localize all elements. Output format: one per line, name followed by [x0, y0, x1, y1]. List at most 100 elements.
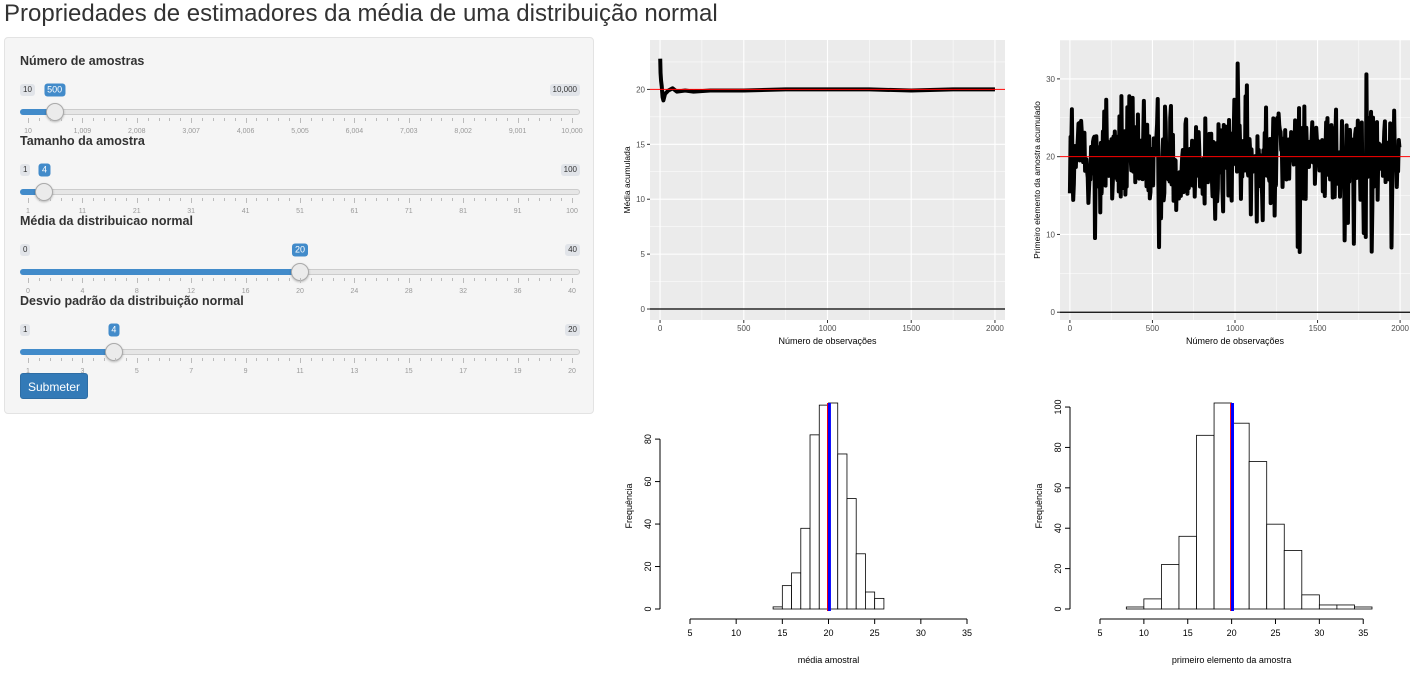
- slider-tick: [82, 358, 84, 363]
- plot-media-acumulada: 0 5 10 15 20 0 500 1000 1500 2000 Número de observ…: [622, 40, 1005, 346]
- slider-value-label: 20: [291, 243, 309, 257]
- slider-value-label: 4: [38, 163, 50, 177]
- slider-tick: [136, 358, 138, 363]
- slider-minor-tick: [495, 118, 497, 121]
- slider-minor-tick: [115, 358, 117, 361]
- slider-minor-tick: [49, 278, 51, 281]
- slider-handle[interactable]: [104, 343, 123, 361]
- slider-min-label: 1: [20, 324, 31, 336]
- slider-handle[interactable]: [45, 103, 64, 121]
- slider-minor-tick: [397, 198, 399, 201]
- slider-tick: [408, 278, 410, 283]
- slider-minor-tick: [495, 198, 497, 201]
- slider-minor-tick: [441, 198, 443, 201]
- y-tick-label: 60: [643, 477, 653, 487]
- x-tick-label: 10: [731, 628, 741, 638]
- slider-minor-tick: [212, 358, 214, 361]
- slider-minor-tick: [550, 198, 552, 201]
- slider-minor-tick: [223, 198, 225, 201]
- slider-minor-tick: [495, 278, 497, 281]
- slider-tick-label: 4: [80, 288, 85, 295]
- slider-tick: [517, 118, 519, 123]
- slider-minor-tick: [376, 358, 378, 361]
- histogram-bar: [1125, 606, 1145, 610]
- slider-tick: [245, 278, 247, 283]
- slider-label: Número de amostras: [20, 54, 145, 68]
- y-tick-label: 80: [1053, 442, 1063, 452]
- slider-tick-label: 11: [296, 368, 304, 375]
- slider-minor-tick: [60, 358, 62, 361]
- slider-tick-label: 12: [187, 288, 196, 295]
- slider-minor-tick: [158, 278, 160, 281]
- x-tick-label: 35: [962, 628, 972, 638]
- slider-tick: [463, 278, 465, 283]
- slider-minor-tick: [539, 118, 541, 121]
- slider-tick: [191, 198, 193, 203]
- slider-track[interactable]: [20, 109, 580, 115]
- slider-minor-tick: [397, 278, 399, 281]
- slider-minor-tick: [169, 358, 171, 361]
- x-tick-label: 2000: [986, 324, 1004, 333]
- slider-tick: [463, 198, 465, 203]
- slider-tick-label: 8,002: [454, 128, 472, 135]
- x-axis-label: Número de observações: [778, 336, 877, 346]
- slider-minor-tick: [267, 358, 269, 361]
- slider-tick-label: 51: [296, 208, 304, 215]
- slider-minor-tick: [147, 278, 149, 281]
- slider-tick-label: 9: [243, 368, 248, 375]
- histogram-bar: [1301, 594, 1320, 610]
- slider-tick-label: 16: [241, 288, 250, 295]
- slider-label: Média da distribuicao normal: [20, 214, 193, 228]
- slider-tick: [354, 198, 356, 203]
- slider-tick-label: 3,007: [182, 128, 200, 135]
- slider-minor-tick: [332, 278, 334, 281]
- slider-tick: [354, 358, 356, 363]
- page-title: Propriedades de estimadores da média de …: [4, 0, 718, 27]
- slider-tick-label: 61: [350, 208, 359, 215]
- slider-tick-label: 3: [80, 368, 85, 375]
- slider-minor-tick: [202, 278, 204, 281]
- slider-tick-label: 0: [26, 288, 30, 295]
- x-tick-label: 20: [1227, 628, 1237, 638]
- slider-minor-tick: [125, 358, 127, 361]
- slider-minor-tick: [397, 118, 399, 121]
- slider-track[interactable]: [20, 189, 580, 195]
- slider-minor-tick: [365, 118, 367, 121]
- histogram-bar: [865, 591, 876, 610]
- slider-minor-tick: [310, 358, 312, 361]
- slider-minor-tick: [419, 118, 421, 121]
- slider-minor-tick: [60, 198, 62, 201]
- slider-handle[interactable]: [35, 183, 54, 201]
- slider-minor-tick: [169, 198, 171, 201]
- slider-minor-tick: [484, 118, 486, 121]
- slider-tick: [28, 118, 29, 123]
- histogram-bar: [809, 434, 820, 610]
- slider-tick-label: 32: [459, 288, 468, 295]
- slider-minor-tick: [419, 278, 421, 281]
- slider-tick: [136, 198, 138, 203]
- slider-minor-tick: [125, 118, 127, 121]
- slider-minor-tick: [93, 278, 95, 281]
- slider-minor-tick: [550, 358, 552, 361]
- slider-minor-tick: [343, 358, 345, 361]
- slider-minor-tick: [289, 358, 291, 361]
- x-tick-label: 15: [1183, 628, 1193, 638]
- slider-minor-tick: [180, 278, 182, 281]
- histogram-bar: [874, 597, 885, 610]
- y-tick-label: 20: [1053, 564, 1063, 574]
- submit-button[interactable]: Submeter: [20, 373, 88, 399]
- slider-tick-label: 5,005: [291, 128, 309, 135]
- slider-minor-tick: [49, 358, 51, 361]
- slider-minor-tick: [60, 118, 62, 121]
- slider-minor-tick: [49, 118, 51, 121]
- slider-minor-tick: [180, 358, 182, 361]
- slider-tick-label: 40: [568, 288, 576, 295]
- y-tick-label: 100: [1053, 400, 1063, 415]
- slider-tick-label: 17: [459, 368, 468, 375]
- slider-ticks: 10 1,009 2,008 3,007 4,006 5,005 6,004 7,003 8,0…: [20, 118, 583, 135]
- slider-ticks: 0 4 8 12 16 20 24 28 32 36 40: [20, 278, 580, 295]
- slider-minor-tick: [376, 198, 378, 201]
- y-tick-label: 0: [1053, 606, 1063, 611]
- slider-minor-tick: [441, 358, 443, 361]
- slider-minor-tick: [528, 358, 530, 361]
